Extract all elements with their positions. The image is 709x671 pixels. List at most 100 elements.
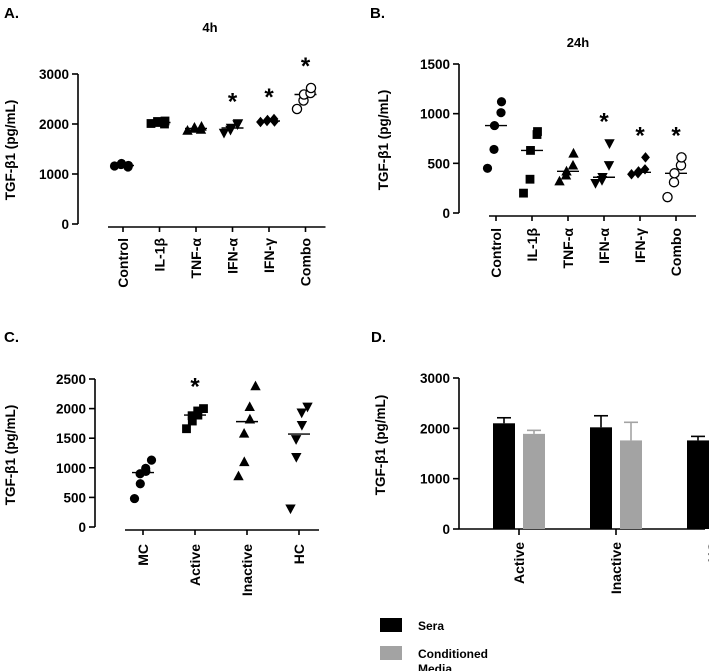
data-point bbox=[160, 116, 170, 126]
significance-star: * bbox=[635, 122, 645, 149]
data-point bbox=[270, 116, 279, 127]
x-category-label: IL-1β bbox=[152, 238, 168, 272]
data-point bbox=[146, 455, 157, 465]
chart-panel-b: B. 24h TGF-β1 (pg/mL) 0 500 1000 1500 Control IL… bbox=[370, 5, 696, 278]
x-category-label: IFN-α bbox=[596, 228, 612, 264]
data-point bbox=[250, 380, 261, 391]
significance-star: * bbox=[599, 108, 609, 135]
data-point bbox=[640, 164, 650, 175]
panel-label: B. bbox=[370, 5, 385, 22]
y-tick-label: 1500 bbox=[420, 57, 450, 72]
data-point bbox=[244, 401, 255, 412]
data-point bbox=[496, 97, 507, 107]
x-category-label: IFN-γ bbox=[632, 228, 648, 263]
data-point bbox=[554, 175, 565, 186]
y-tick-label: 1000 bbox=[56, 461, 86, 476]
data-point bbox=[290, 435, 302, 445]
y-axis-label: TGF-β1 (pg/mL) bbox=[3, 405, 18, 505]
data-point bbox=[225, 123, 237, 134]
x-category-label: Inactive bbox=[239, 544, 255, 596]
legend-label: Media bbox=[418, 662, 452, 671]
chart-title: 24h bbox=[567, 35, 589, 50]
significance-star: * bbox=[228, 89, 238, 116]
x-category-label: Combo bbox=[668, 228, 684, 276]
y-tick-label: 2500 bbox=[56, 372, 86, 387]
data-point bbox=[187, 411, 197, 421]
data-point bbox=[199, 404, 208, 413]
y-tick-label: 1000 bbox=[39, 167, 69, 182]
panel-label: C. bbox=[4, 329, 19, 346]
chart-panel-a: A. 4h TGF-β1 (pg/mL) 0 1000 2000 3000 Control IL… bbox=[3, 5, 326, 288]
legend-swatch bbox=[380, 646, 402, 660]
bar bbox=[687, 440, 709, 529]
data-point bbox=[634, 166, 643, 177]
data-point bbox=[305, 82, 317, 94]
data-point bbox=[263, 114, 272, 126]
y-axis-label: TGF-β1 (pg/mL) bbox=[3, 100, 18, 200]
data-point bbox=[597, 173, 608, 183]
bar bbox=[590, 427, 612, 529]
data-point bbox=[482, 163, 493, 173]
data-point bbox=[182, 424, 191, 434]
data-point bbox=[238, 427, 250, 438]
y-tick-label: 2000 bbox=[420, 421, 450, 436]
x-category-label: IFN-α bbox=[225, 238, 241, 274]
significance-star: * bbox=[671, 122, 681, 149]
data-point bbox=[668, 176, 680, 188]
x-category-label: Combo bbox=[298, 238, 314, 286]
data-point bbox=[519, 188, 528, 198]
panel-label: D. bbox=[371, 329, 386, 346]
x-category-label: TNF-α bbox=[560, 228, 576, 269]
x-category-label: TNF-α bbox=[188, 238, 204, 279]
x-category-label: IFN-γ bbox=[261, 238, 277, 273]
legend-swatch bbox=[380, 618, 402, 632]
y-tick-label: 0 bbox=[442, 522, 450, 537]
y-tick-label: 1000 bbox=[420, 107, 450, 122]
x-category-label: HC bbox=[705, 542, 709, 562]
data-point bbox=[218, 128, 230, 139]
data-point bbox=[233, 470, 244, 481]
x-category-label: Inactive bbox=[608, 542, 624, 594]
data-point bbox=[296, 420, 308, 431]
chart-panel-c: C. TGF-β1 (pg/mL) 0 500 1000 1500 2000 2500 MC Ac… bbox=[3, 329, 319, 596]
data-point bbox=[146, 119, 156, 128]
x-category-label: Active bbox=[511, 542, 527, 584]
y-axis-label: TGF-β1 (pg/mL) bbox=[373, 395, 388, 495]
data-point bbox=[153, 118, 163, 127]
chart-title: 4h bbox=[202, 20, 217, 35]
y-tick-label: 500 bbox=[427, 156, 450, 171]
legend-label: Conditioned bbox=[418, 647, 488, 661]
significance-star: * bbox=[301, 53, 311, 80]
y-tick-label: 1500 bbox=[56, 431, 86, 446]
y-axis-label: TGF-β1 (pg/mL) bbox=[376, 90, 391, 190]
data-point bbox=[567, 159, 579, 170]
data-point bbox=[603, 161, 615, 171]
data-point bbox=[526, 146, 535, 155]
significance-star: * bbox=[190, 374, 200, 401]
y-tick-label: 2000 bbox=[56, 402, 86, 417]
data-point bbox=[641, 152, 650, 163]
data-point bbox=[627, 169, 636, 180]
y-tick-label: 0 bbox=[78, 520, 86, 535]
x-category-label: MC bbox=[135, 544, 151, 566]
data-point bbox=[561, 165, 572, 176]
legend-label: Sera bbox=[418, 619, 444, 633]
data-point bbox=[604, 139, 615, 149]
data-point bbox=[302, 402, 313, 413]
data-point bbox=[123, 160, 134, 171]
data-point bbox=[291, 452, 302, 463]
data-point bbox=[244, 413, 256, 424]
significance-star: * bbox=[264, 84, 274, 111]
data-point bbox=[129, 493, 140, 504]
x-category-label: Active bbox=[187, 544, 203, 586]
data-point bbox=[590, 179, 601, 189]
data-point bbox=[533, 127, 542, 136]
data-point bbox=[662, 191, 673, 203]
bar bbox=[523, 433, 545, 529]
data-point bbox=[187, 416, 197, 426]
data-point bbox=[239, 456, 250, 467]
y-tick-label: 2000 bbox=[39, 117, 69, 132]
data-point bbox=[193, 406, 203, 416]
